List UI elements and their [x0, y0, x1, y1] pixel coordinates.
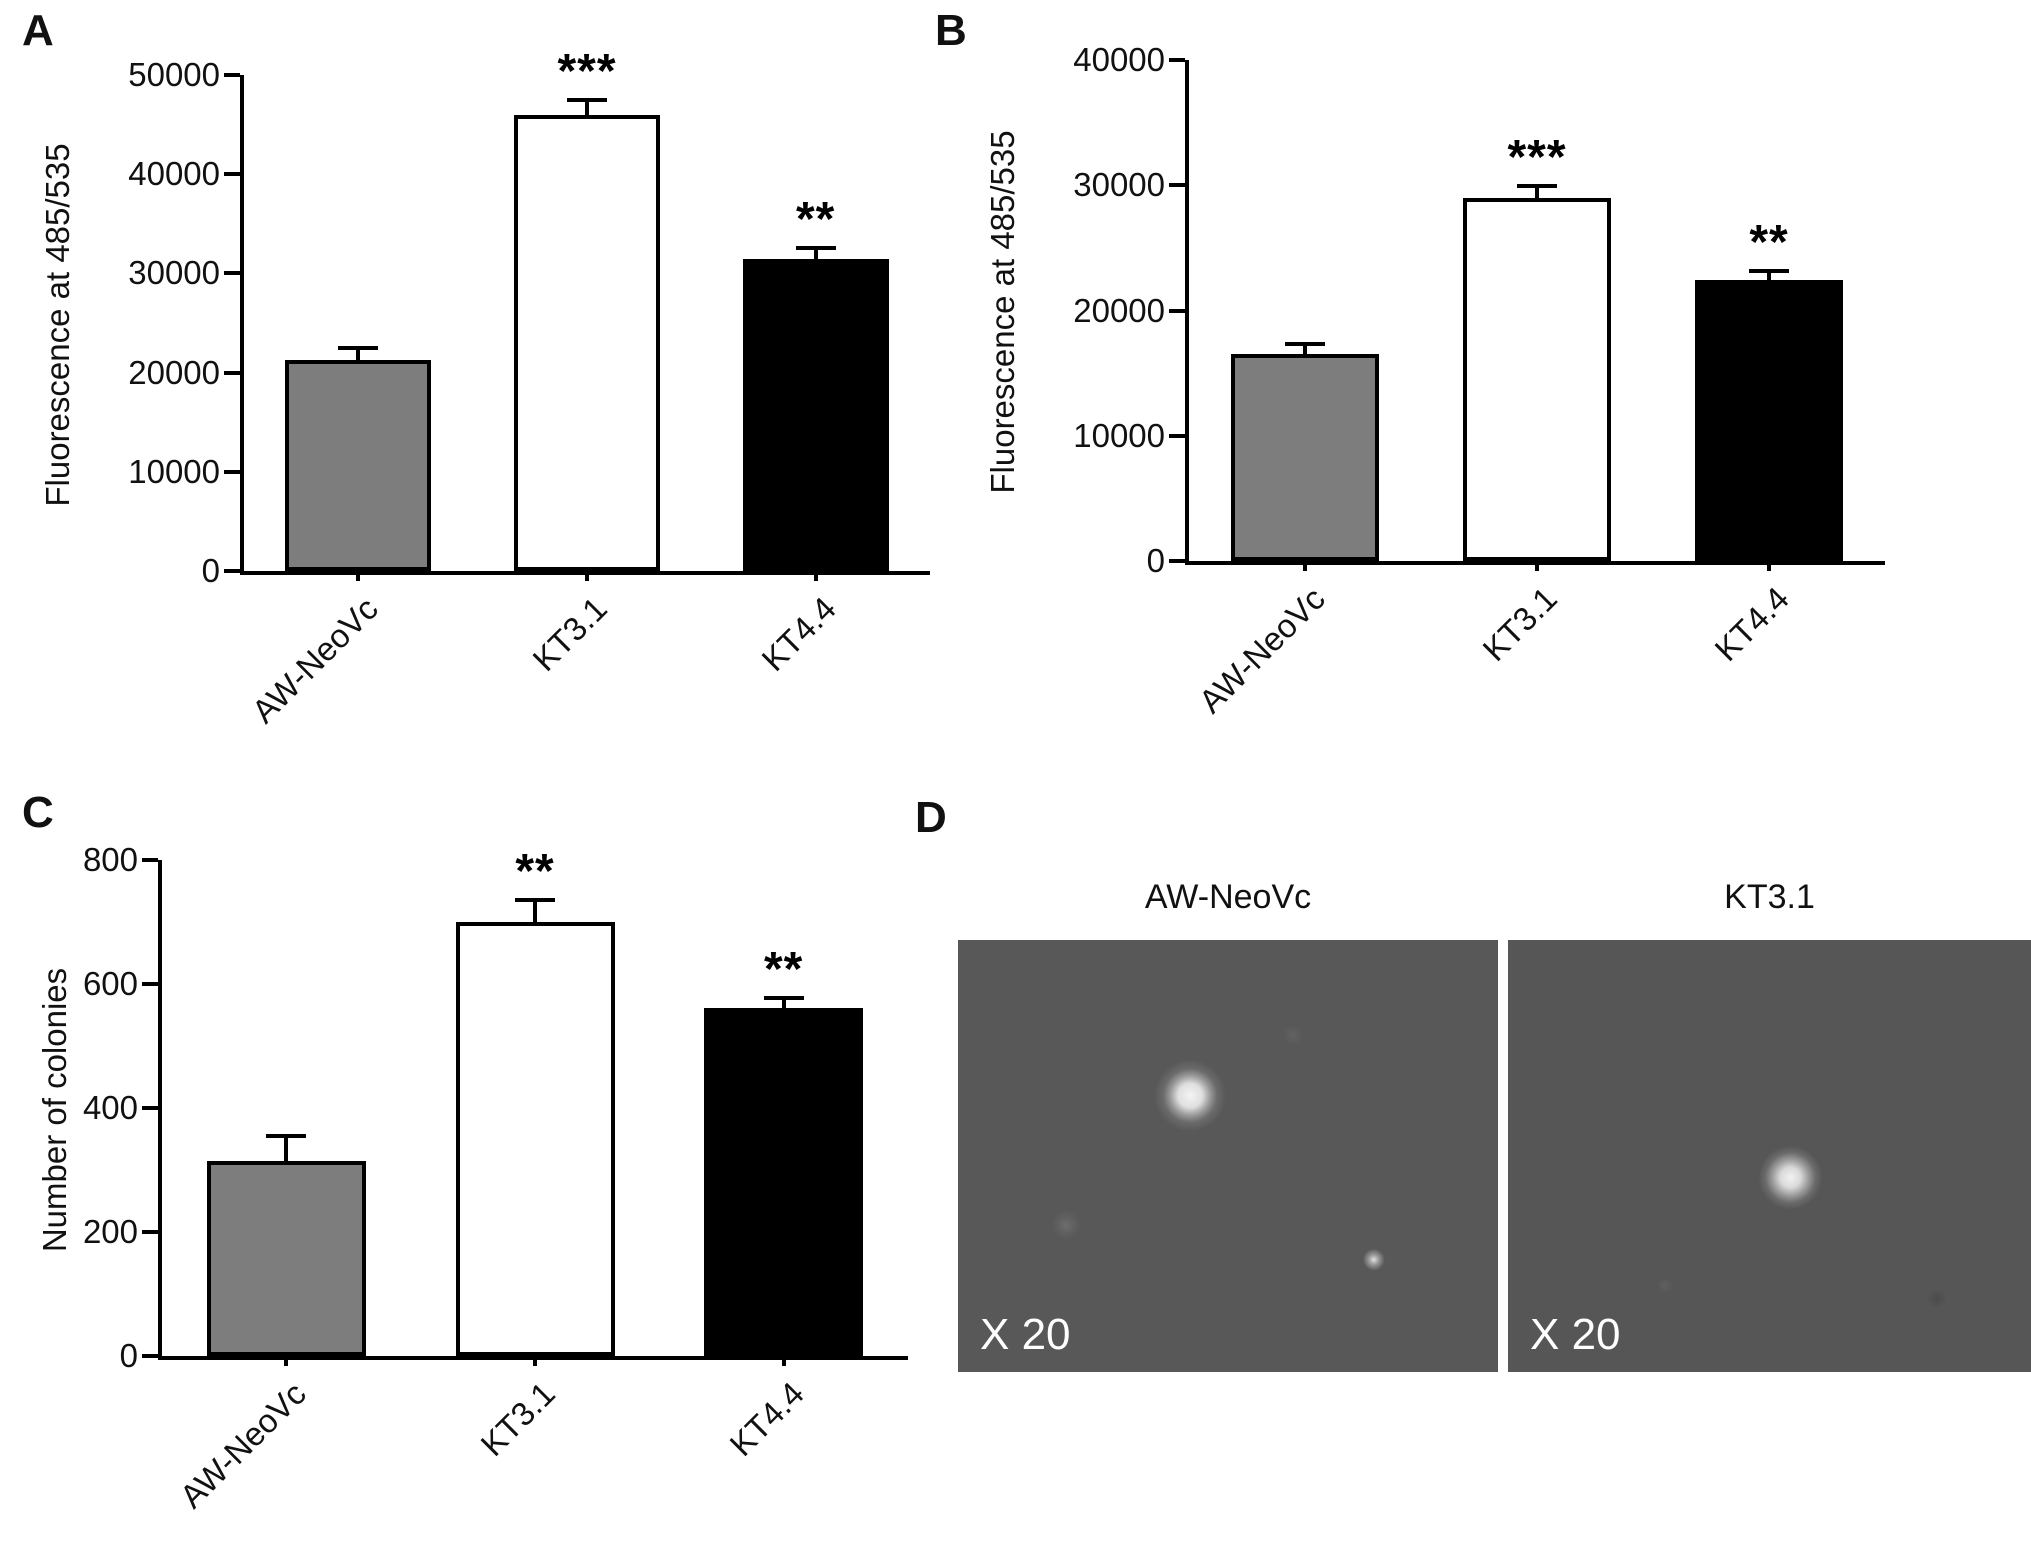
- panel-a-plot: 0 10000 20000 30000 40000 50000 AW-NeoVc *** KT3…: [128, 47, 930, 730]
- y-tick-label: 200: [82, 1213, 138, 1250]
- y-tick-mark: [224, 271, 240, 276]
- y-tick-mark: [142, 858, 158, 862]
- error-bar: [585, 101, 589, 127]
- y-tick-label: 600: [82, 965, 138, 1002]
- x-tick-mark: [781, 1356, 786, 1366]
- y-tick-label: 20000: [1073, 291, 1165, 329]
- micrograph-title-aw-neovc: AW-NeoVc: [1144, 878, 1312, 916]
- x-tick-mark: [585, 571, 589, 581]
- x-tick-mark: [356, 571, 361, 581]
- micrograph-title-kt3-1: KT3.1: [1724, 878, 1815, 916]
- y-tick-label: 50000: [128, 56, 220, 93]
- panel-c-label: C: [22, 788, 54, 837]
- bar-KT4.4: [1695, 280, 1843, 561]
- x-tick-mark: [1303, 561, 1307, 571]
- y-tick-label: 0: [201, 552, 220, 589]
- y-tick-mark: [1169, 433, 1185, 438]
- y-tick-label: 400: [82, 1089, 138, 1126]
- y-tick-label: 30000: [128, 254, 220, 292]
- y-tick-mark: [1169, 183, 1185, 188]
- significance-stars: **: [795, 192, 836, 246]
- y-tick-label: 40000: [1073, 41, 1165, 78]
- x-category-label: KT3.1: [1475, 579, 1564, 669]
- bar-AW-NeoVc: [285, 359, 432, 571]
- y-tick-label: 0: [119, 1337, 138, 1374]
- y-tick-label: 20000: [128, 353, 220, 391]
- error-bar-cap: [1517, 183, 1557, 188]
- x-category-label: KT4.4: [722, 1374, 811, 1464]
- panel-d-label: D: [915, 793, 947, 842]
- bar-KT4.4: [704, 1007, 864, 1356]
- micrograph-aw-neovc: X 20: [958, 940, 1498, 1372]
- error-bar-cap: [1749, 268, 1789, 273]
- y-tick-mark: [1169, 308, 1185, 313]
- panel-c-plot: 0 200 400 600 800 AW-NeoVc ** KT3.1 ** KT4.4: [83, 842, 908, 1515]
- error-bar-cap: [567, 97, 607, 102]
- x-tick-mark: [1535, 561, 1539, 571]
- panel-b-label: B: [935, 6, 967, 55]
- significance-stars: ***: [557, 44, 617, 98]
- micrograph-kt3-1: X 20: [1508, 940, 2031, 1372]
- bar-AW-NeoVc: [206, 1160, 366, 1356]
- magnification-label: X 20: [980, 1310, 1071, 1359]
- y-tick-mark: [224, 370, 240, 375]
- panel-a-y-axis-title: Fluorescence at 485/535: [39, 143, 76, 507]
- panel-b-plot: 0 10000 20000 30000 40000 AW-NeoVc *** KT3.1 ** K…: [1073, 42, 1885, 720]
- significance-stars: **: [1749, 215, 1789, 269]
- significance-stars: ***: [1507, 130, 1567, 184]
- x-category-label: AW-NeoVc: [172, 1374, 314, 1515]
- x-tick-mark: [813, 571, 818, 581]
- bar-KT4.4: [742, 258, 889, 571]
- error-bar-cap: [763, 996, 804, 1001]
- y-tick-label: 40000: [128, 155, 220, 193]
- y-tick-label: 0: [1146, 542, 1165, 579]
- error-bar-cap: [338, 345, 379, 350]
- panel-a-label: A: [22, 6, 54, 55]
- x-category-label: KT4.4: [1707, 579, 1796, 669]
- x-category-label: AW-NeoVc: [1191, 579, 1332, 720]
- significance-stars: **: [763, 943, 804, 997]
- x-category-label: KT3.1: [473, 1374, 562, 1464]
- y-tick-mark: [142, 1354, 158, 1358]
- x-category-label: KT4.4: [754, 589, 843, 679]
- x-category-label: AW-NeoVc: [244, 589, 386, 730]
- x-tick-mark: [1767, 561, 1771, 571]
- error-bar: [533, 902, 537, 934]
- y-tick-mark: [224, 73, 240, 77]
- x-tick-mark: [533, 1356, 537, 1366]
- y-tick-label: 10000: [128, 452, 220, 490]
- bar-KT3.1: [1463, 197, 1611, 561]
- y-tick-label: 30000: [1073, 166, 1165, 204]
- x-tick-mark: [284, 1356, 289, 1366]
- y-tick-label: 800: [82, 841, 138, 878]
- y-tick-mark: [1169, 58, 1185, 62]
- y-tick-label: 10000: [1073, 416, 1165, 454]
- y-tick-mark: [142, 1230, 158, 1234]
- y-tick-mark: [142, 1106, 158, 1110]
- significance-stars: **: [515, 845, 555, 899]
- y-tick-mark: [224, 469, 240, 474]
- error-bar: [284, 1137, 289, 1173]
- y-tick-mark: [224, 569, 240, 573]
- error-bar-cap: [266, 1133, 307, 1138]
- magnification-label: X 20: [1530, 1310, 1621, 1359]
- error-bar-cap: [795, 245, 836, 250]
- error-bar-cap: [515, 898, 555, 903]
- x-category-label: KT3.1: [525, 589, 614, 679]
- error-bar-cap: [1285, 341, 1325, 346]
- bar-KT3.1: [455, 922, 615, 1356]
- y-tick-mark: [142, 982, 158, 986]
- y-tick-mark: [1169, 559, 1185, 563]
- y-tick-mark: [224, 172, 240, 177]
- bar-AW-NeoVc: [1231, 354, 1379, 561]
- bar-KT3.1: [514, 114, 660, 571]
